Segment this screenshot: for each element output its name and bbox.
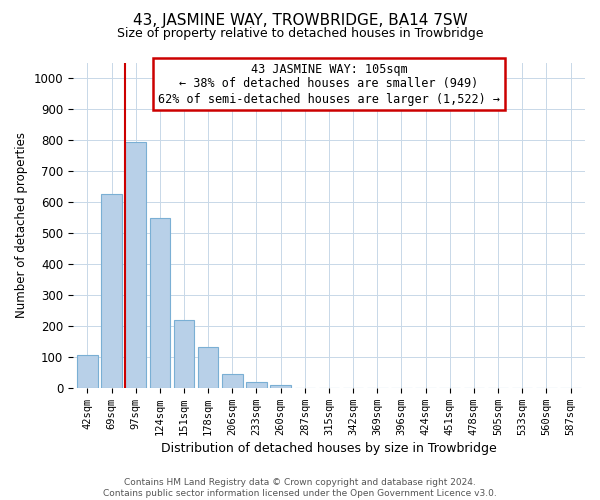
Bar — [271, 384, 291, 388]
Bar — [246, 382, 267, 388]
Bar — [101, 194, 122, 388]
Text: Size of property relative to detached houses in Trowbridge: Size of property relative to detached ho… — [117, 28, 483, 40]
Bar — [222, 374, 242, 388]
Text: 43 JASMINE WAY: 105sqm
← 38% of detached houses are smaller (949)
62% of semi-de: 43 JASMINE WAY: 105sqm ← 38% of detached… — [158, 62, 500, 106]
Y-axis label: Number of detached properties: Number of detached properties — [15, 132, 28, 318]
Bar — [198, 346, 218, 388]
Bar — [77, 354, 98, 388]
X-axis label: Distribution of detached houses by size in Trowbridge: Distribution of detached houses by size … — [161, 442, 497, 455]
Text: 43, JASMINE WAY, TROWBRIDGE, BA14 7SW: 43, JASMINE WAY, TROWBRIDGE, BA14 7SW — [133, 12, 467, 28]
Bar — [149, 218, 170, 388]
Text: Contains HM Land Registry data © Crown copyright and database right 2024.
Contai: Contains HM Land Registry data © Crown c… — [103, 478, 497, 498]
Bar — [125, 142, 146, 388]
Bar — [174, 320, 194, 388]
